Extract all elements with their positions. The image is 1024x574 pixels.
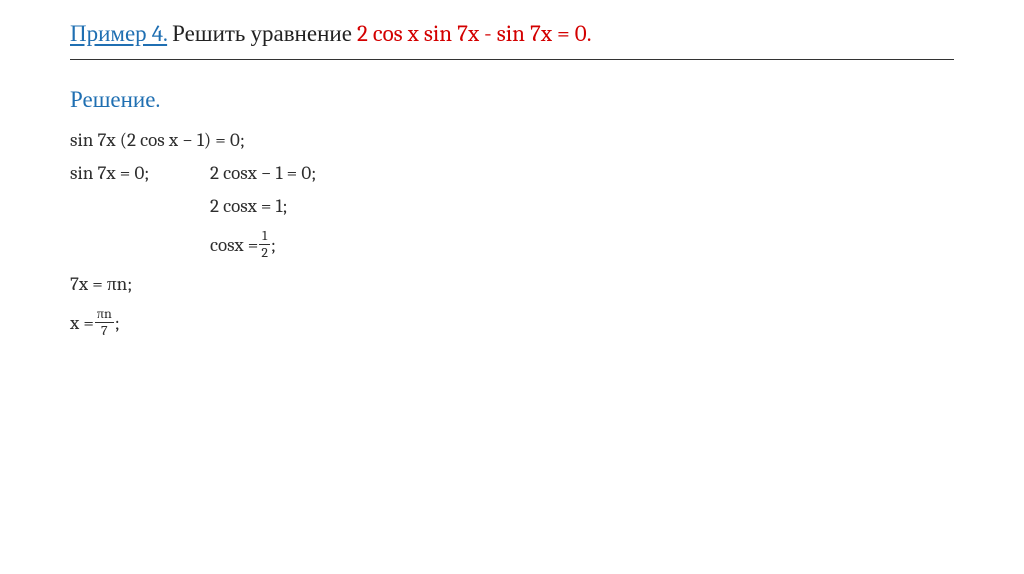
step-text: sin 7x (2 cos x − 1) = 0; <box>70 131 245 150</box>
example-title: Пример 4. Решить уравнение 2 cos x sin 7… <box>70 18 954 60</box>
fraction-numerator: 1 <box>259 229 270 245</box>
step-prefix: cosx = <box>210 236 258 255</box>
solution-body: sin 7x (2 cos x − 1) = 0; sin 7x = 0; 2 … <box>70 131 954 339</box>
fraction: πn 7 <box>95 307 114 338</box>
title-equation: 2 cos x sin 7x - sin 7x = 0 <box>357 20 587 47</box>
step-text: 7x = πn; <box>70 275 132 294</box>
fraction: 1 2 <box>259 229 270 260</box>
step-2-left: sin 7x = 0; <box>70 164 210 183</box>
step-6: x = πn 7 ; <box>70 308 954 339</box>
solution-heading: Решение. <box>70 86 954 113</box>
step-1: sin 7x (2 cos x − 1) = 0; <box>70 131 954 150</box>
title-dot: . <box>587 20 592 47</box>
example-number: Пример 4. <box>70 20 167 47</box>
page: Пример 4. Решить уравнение 2 cos x sin 7… <box>0 0 1024 339</box>
step-4: cosx = 1 2 ; <box>210 230 954 261</box>
step-3: 2 cosx = 1; <box>210 197 954 216</box>
step-text: 2 cosx = 1; <box>210 197 288 216</box>
fraction-denominator: 7 <box>95 323 114 338</box>
fraction-denominator: 2 <box>259 245 270 260</box>
step-2: sin 7x = 0; 2 cosx − 1 = 0; <box>70 164 954 183</box>
step-suffix: ; <box>115 314 120 333</box>
step-prefix: x = <box>70 314 94 333</box>
step-5: 7x = πn; <box>70 275 954 294</box>
step-suffix: ; <box>271 236 276 255</box>
title-action: Решить уравнение <box>167 20 357 47</box>
fraction-numerator: πn <box>95 307 114 323</box>
step-2-right: 2 cosx − 1 = 0; <box>210 164 316 183</box>
